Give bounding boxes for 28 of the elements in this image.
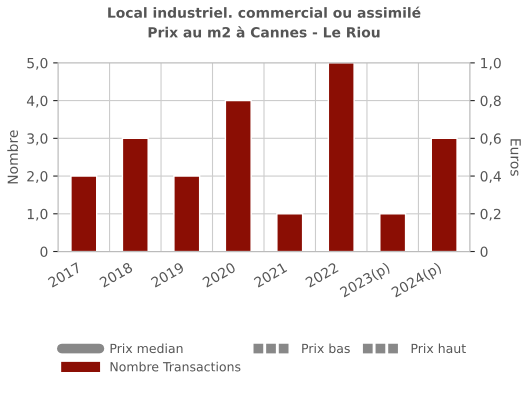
y2-tick-label: 0,2 bbox=[480, 208, 500, 221]
y-tick-label: 2,0 bbox=[27, 171, 48, 183]
bar bbox=[70, 175, 98, 252]
legend-label: Prix bas bbox=[302, 343, 350, 354]
y2-axis-title: Euros bbox=[510, 139, 521, 176]
y-tick-label: 3,0 bbox=[27, 133, 48, 146]
y2-tick-label: 1,0 bbox=[481, 58, 501, 70]
y-tick-label: 0 bbox=[40, 246, 48, 257]
y-tick-label: 4,0 bbox=[26, 96, 48, 108]
bar bbox=[379, 213, 406, 252]
y-axis-title: Nombre bbox=[7, 130, 18, 184]
y2-tick-label: 0,4 bbox=[480, 171, 501, 183]
legend-label: Nombre Transactions bbox=[110, 362, 240, 372]
bar bbox=[328, 62, 355, 252]
y2-tick-label: 0,8 bbox=[480, 96, 501, 108]
y2-tick-label: 0,6 bbox=[480, 133, 501, 146]
y-tick-label: 5,0 bbox=[27, 58, 48, 70]
bar bbox=[224, 100, 252, 252]
bar bbox=[173, 175, 200, 252]
chart-subtitle: Prix au m2 à Cannes - Le Riou bbox=[148, 26, 380, 38]
y2-tick-label: 0 bbox=[480, 246, 488, 257]
legend-label: Prix haut bbox=[412, 343, 466, 354]
chart-title: Local industriel. commercial ou assimilé bbox=[108, 6, 420, 18]
bar bbox=[276, 213, 304, 252]
bar bbox=[430, 138, 458, 252]
y-tick-label: 1,0 bbox=[28, 208, 48, 221]
bar bbox=[122, 138, 149, 252]
legend-label: Prix median bbox=[110, 343, 182, 354]
